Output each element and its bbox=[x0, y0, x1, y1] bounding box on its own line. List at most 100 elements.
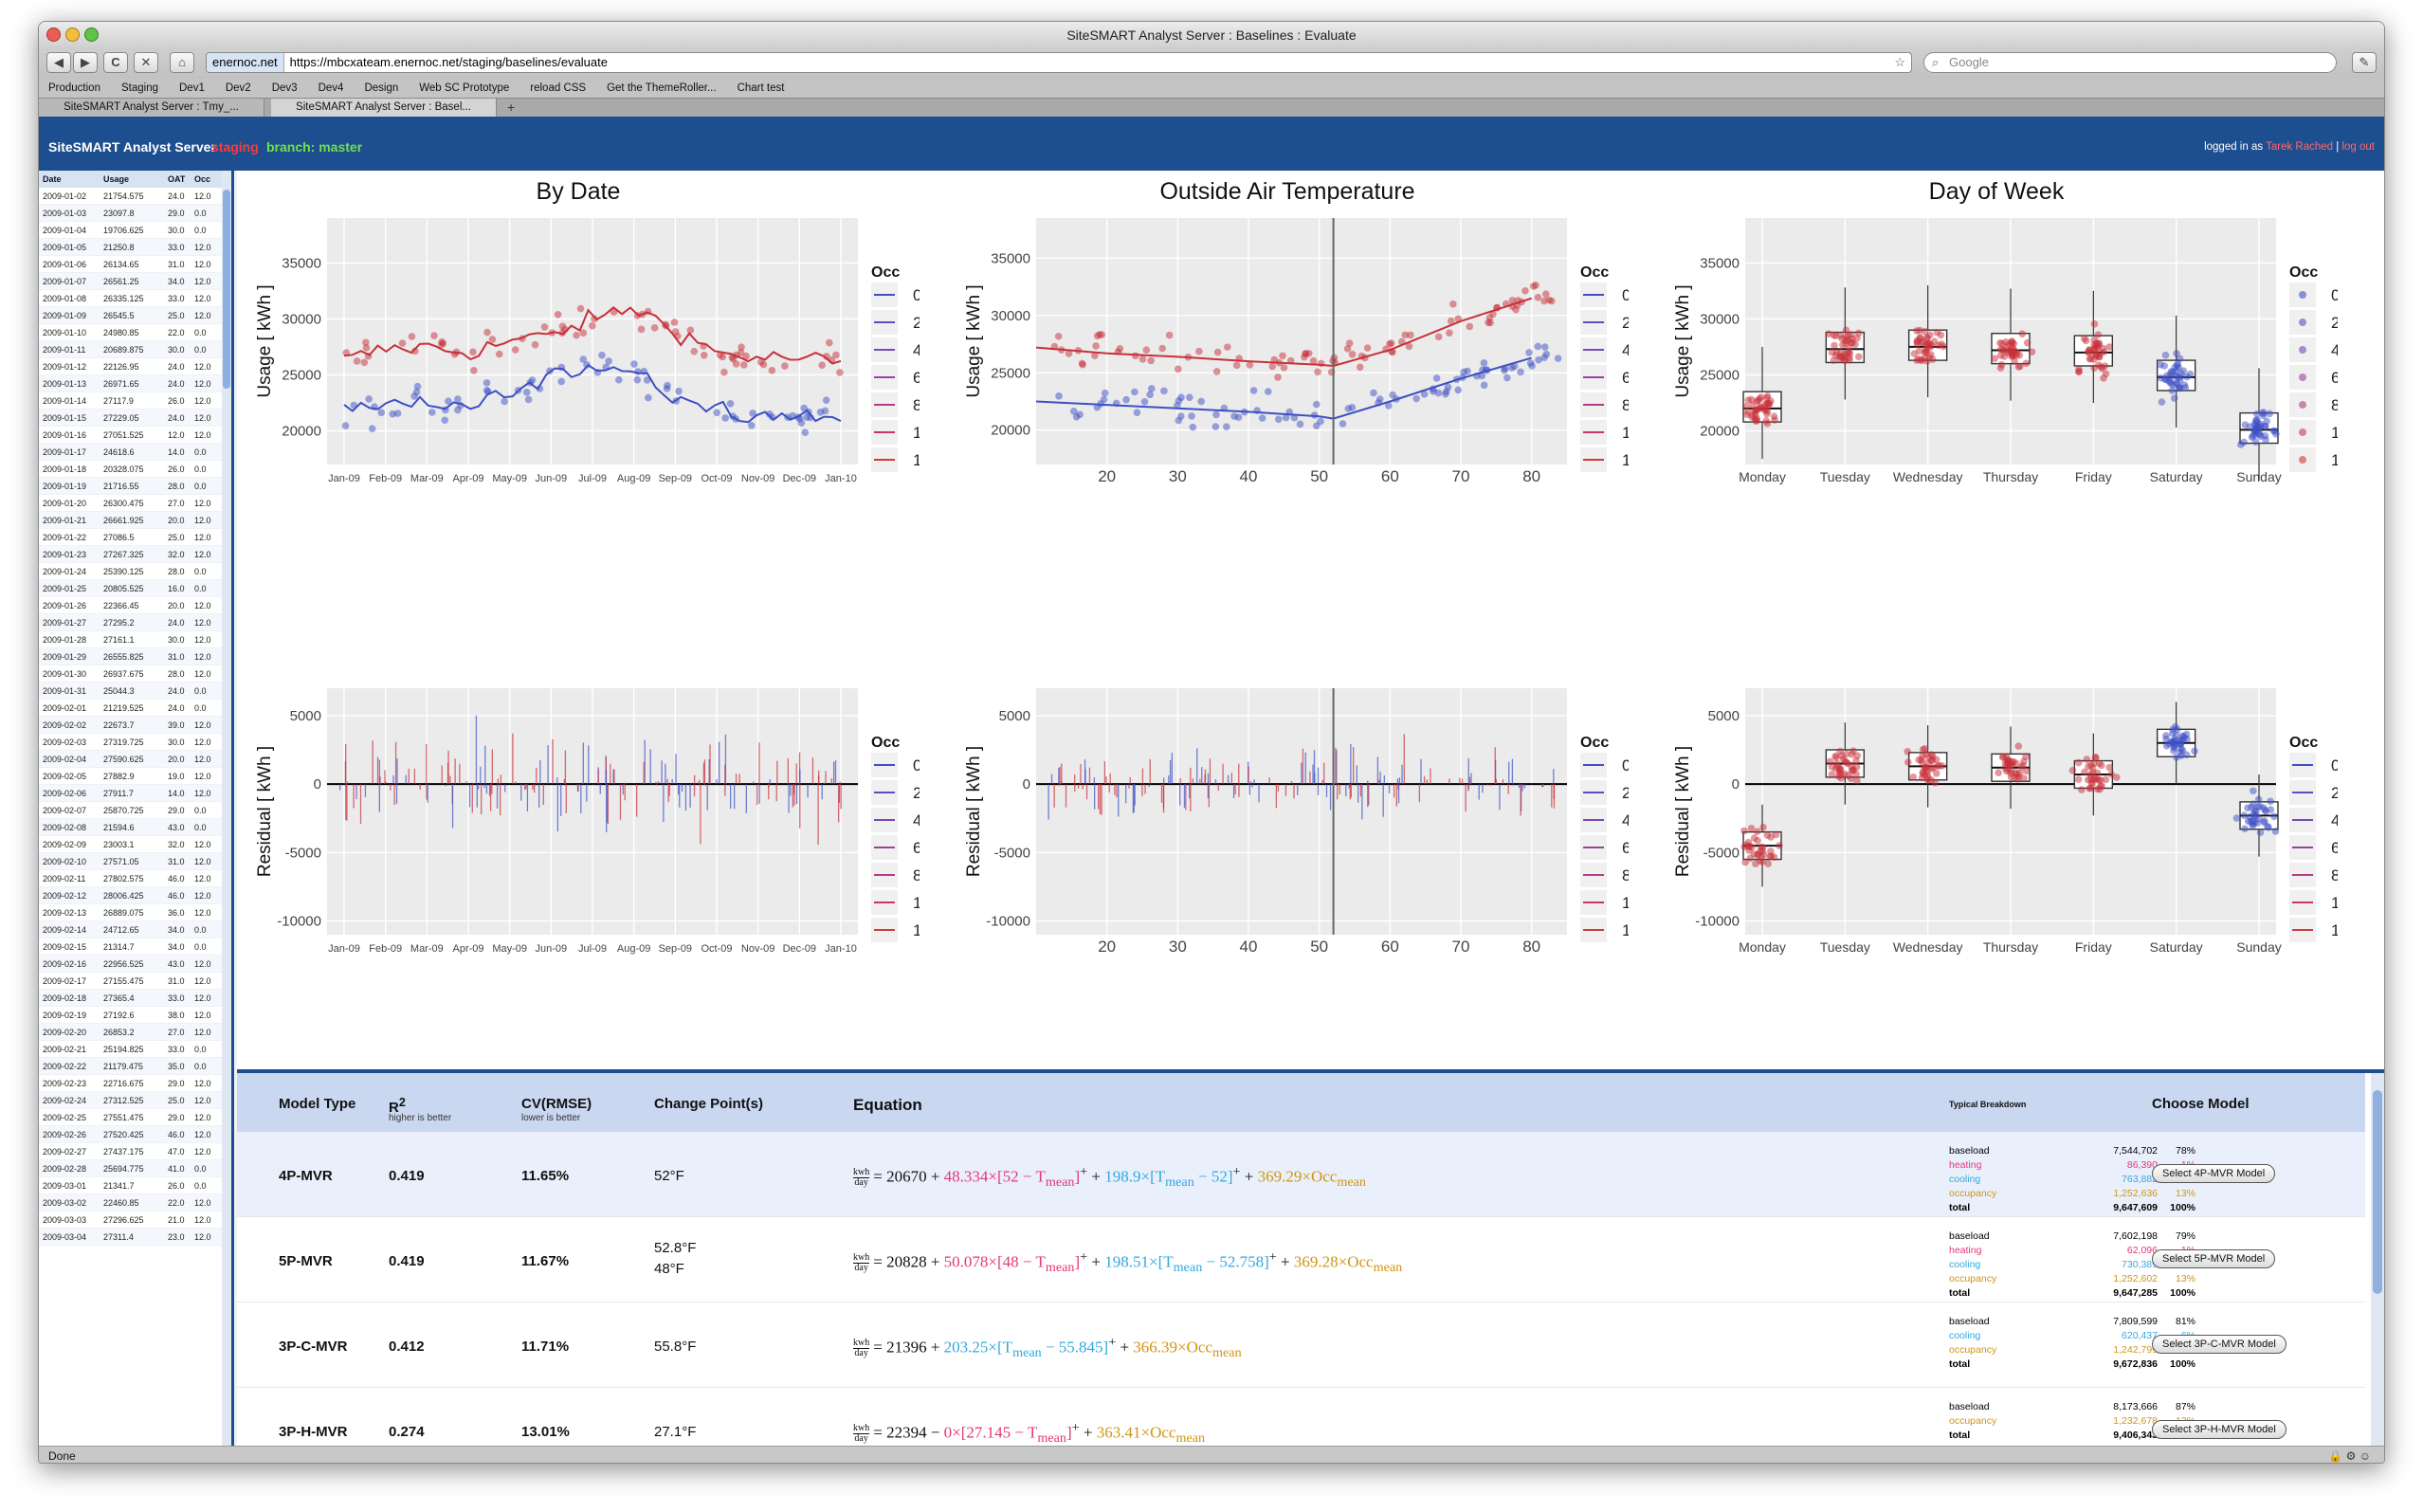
table-row[interactable]: 2009-01-09 26545.5 25.0 12.0 bbox=[39, 307, 225, 324]
table-row[interactable]: 2009-01-02 21754.575 24.0 12.0 bbox=[39, 188, 225, 205]
new-tab-icon[interactable]: + bbox=[507, 100, 516, 115]
table-row[interactable]: 2009-02-13 26889.075 36.0 12.0 bbox=[39, 904, 225, 921]
bookmark-item[interactable]: Production bbox=[48, 82, 100, 94]
table-row[interactable]: 2009-03-04 27311.4 23.0 12.0 bbox=[39, 1229, 225, 1246]
stop-button[interactable]: ✕ bbox=[134, 52, 158, 73]
models-scroll-thumb[interactable] bbox=[2373, 1090, 2382, 1294]
sidebar-scrollbar[interactable] bbox=[222, 171, 231, 1446]
table-row[interactable]: 2009-02-06 27911.7 14.0 12.0 bbox=[39, 785, 225, 802]
pane-splitter[interactable] bbox=[237, 1069, 2384, 1073]
table-row[interactable]: 2009-02-28 25694.775 41.0 0.0 bbox=[39, 1160, 225, 1177]
table-row[interactable]: 2009-02-16 22956.525 43.0 12.0 bbox=[39, 956, 225, 973]
reload-button[interactable]: C bbox=[103, 52, 128, 73]
col-occ[interactable]: Occ bbox=[194, 174, 211, 184]
table-row[interactable]: 2009-02-24 27312.525 25.0 12.0 bbox=[39, 1092, 225, 1109]
table-row[interactable]: 2009-02-11 27802.575 46.0 12.0 bbox=[39, 870, 225, 887]
table-row[interactable]: 2009-01-23 27267.325 32.0 12.0 bbox=[39, 546, 225, 563]
bookmark-item[interactable]: Dev3 bbox=[271, 82, 298, 94]
table-row[interactable]: 2009-03-02 22460.85 22.0 12.0 bbox=[39, 1194, 225, 1211]
table-row[interactable]: 2009-02-27 27437.175 47.0 12.0 bbox=[39, 1143, 225, 1160]
bookmark-item[interactable]: Get the ThemeRoller... bbox=[607, 82, 717, 94]
table-row[interactable]: 2009-01-17 24618.6 14.0 0.0 bbox=[39, 444, 225, 461]
model-row[interactable]: 3P-H-MVR 0.274 13.01% 27.1°F kwh day = 22394 −… bbox=[237, 1388, 2365, 1446]
bookmark-item[interactable]: Web SC Prototype bbox=[419, 82, 510, 94]
table-row[interactable]: 2009-02-10 27571.05 31.0 12.0 bbox=[39, 853, 225, 870]
table-row[interactable]: 2009-01-06 26134.65 31.0 12.0 bbox=[39, 256, 225, 273]
model-row[interactable]: 3P-C-MVR 0.412 11.71% 55.8°F kwh day = 21396 +… bbox=[237, 1303, 2365, 1388]
table-row[interactable]: 2009-01-24 25390.125 28.0 0.0 bbox=[39, 563, 225, 580]
table-row[interactable]: 2009-02-22 21179.475 35.0 0.0 bbox=[39, 1058, 225, 1075]
home-button[interactable]: ⌂ bbox=[170, 52, 194, 73]
table-row[interactable]: 2009-02-19 27192.6 38.0 12.0 bbox=[39, 1007, 225, 1024]
table-row[interactable]: 2009-01-22 27086.5 25.0 12.0 bbox=[39, 529, 225, 546]
models-scrollbar[interactable] bbox=[2371, 1073, 2384, 1446]
table-row[interactable]: 2009-02-14 24712.65 34.0 0.0 bbox=[39, 921, 225, 938]
table-row[interactable]: 2009-02-26 27520.425 46.0 12.0 bbox=[39, 1126, 225, 1143]
col-date[interactable]: Date bbox=[43, 174, 62, 184]
select-model-button[interactable]: Select 4P-MVR Model bbox=[2152, 1164, 2276, 1183]
table-row[interactable]: 2009-01-08 26335.125 33.0 12.0 bbox=[39, 290, 225, 307]
bookmark-item[interactable]: Chart test bbox=[737, 82, 785, 94]
table-row[interactable]: 2009-02-04 27590.625 20.0 12.0 bbox=[39, 751, 225, 768]
table-row[interactable]: 2009-02-23 22716.675 29.0 12.0 bbox=[39, 1075, 225, 1092]
table-row[interactable]: 2009-01-10 24980.85 22.0 0.0 bbox=[39, 324, 225, 341]
table-row[interactable]: 2009-01-25 20805.525 16.0 0.0 bbox=[39, 580, 225, 597]
close-window-icon[interactable] bbox=[46, 27, 61, 42]
bookmark-item[interactable]: Dev2 bbox=[225, 82, 251, 94]
select-model-button[interactable]: Select 3P-C-MVR Model bbox=[2152, 1335, 2286, 1354]
table-row[interactable]: 2009-01-20 26300.475 27.0 12.0 bbox=[39, 495, 225, 512]
table-row[interactable]: 2009-02-15 21314.7 34.0 0.0 bbox=[39, 938, 225, 956]
table-row[interactable]: 2009-02-21 25194.825 33.0 0.0 bbox=[39, 1041, 225, 1058]
table-row[interactable]: 2009-01-13 26971.65 24.0 12.0 bbox=[39, 375, 225, 392]
bookmark-item[interactable]: Dev1 bbox=[179, 82, 205, 94]
bookmark-item[interactable]: reload CSS bbox=[530, 82, 587, 94]
logout-link[interactable]: log out bbox=[2341, 141, 2375, 153]
table-row[interactable]: 2009-01-29 26555.825 31.0 12.0 bbox=[39, 648, 225, 665]
table-row[interactable]: 2009-02-25 27551.475 29.0 12.0 bbox=[39, 1109, 225, 1126]
user-link[interactable]: Tarek Rached bbox=[2266, 141, 2334, 153]
table-row[interactable]: 2009-01-11 20689.875 30.0 0.0 bbox=[39, 341, 225, 358]
table-row[interactable]: 2009-01-04 19706.625 30.0 0.0 bbox=[39, 222, 225, 239]
table-row[interactable]: 2009-01-21 26661.925 20.0 12.0 bbox=[39, 512, 225, 529]
bookmark-star-icon[interactable]: ☆ bbox=[1894, 55, 1905, 69]
table-row[interactable]: 2009-01-31 25044.3 24.0 0.0 bbox=[39, 683, 225, 700]
col-usage[interactable]: Usage bbox=[103, 174, 130, 184]
table-row[interactable]: 2009-01-27 27295.2 24.0 12.0 bbox=[39, 614, 225, 631]
table-row[interactable]: 2009-01-30 26937.675 28.0 12.0 bbox=[39, 665, 225, 683]
model-row[interactable]: 5P-MVR 0.419 11.67% 52.8°F 48°F kwh day = 20828… bbox=[237, 1217, 2365, 1303]
table-row[interactable]: 2009-02-20 26853.2 27.0 12.0 bbox=[39, 1024, 225, 1041]
url-field[interactable]: enernoc.net https://mbcxateam.enernoc.net… bbox=[206, 52, 1912, 73]
zoom-window-icon[interactable] bbox=[84, 27, 99, 42]
table-row[interactable]: 2009-01-16 27051.525 12.0 12.0 bbox=[39, 427, 225, 444]
select-model-button[interactable]: Select 5P-MVR Model bbox=[2152, 1249, 2276, 1268]
table-row[interactable]: 2009-02-05 27882.9 19.0 12.0 bbox=[39, 768, 225, 785]
tab-tmy[interactable]: SiteSMART Analyst Server : Tmy_... bbox=[39, 99, 264, 117]
table-row[interactable]: 2009-02-18 27365.4 33.0 12.0 bbox=[39, 990, 225, 1007]
table-row[interactable]: 2009-02-17 27155.475 31.0 12.0 bbox=[39, 973, 225, 990]
forward-button[interactable]: ▶ bbox=[73, 52, 98, 73]
tab-baselines[interactable]: SiteSMART Analyst Server : Basel... bbox=[271, 99, 497, 117]
table-row[interactable]: 2009-02-03 27319.725 30.0 12.0 bbox=[39, 734, 225, 751]
page-menu-button[interactable]: ✎ bbox=[2352, 52, 2377, 73]
table-row[interactable]: 2009-03-01 21341.7 26.0 0.0 bbox=[39, 1177, 225, 1194]
sidebar-scroll-thumb[interactable] bbox=[223, 190, 230, 389]
bookmark-item[interactable]: Staging bbox=[120, 82, 158, 94]
table-row[interactable]: 2009-01-07 26561.25 34.0 12.0 bbox=[39, 273, 225, 290]
table-row[interactable]: 2009-01-03 23097.8 29.0 0.0 bbox=[39, 205, 225, 222]
table-row[interactable]: 2009-01-15 27229.05 24.0 12.0 bbox=[39, 410, 225, 427]
table-row[interactable]: 2009-01-18 20328.075 26.0 0.0 bbox=[39, 461, 225, 478]
table-row[interactable]: 2009-01-19 21716.55 28.0 0.0 bbox=[39, 478, 225, 495]
table-row[interactable]: 2009-02-09 23003.1 32.0 12.0 bbox=[39, 836, 225, 853]
col-oat[interactable]: OAT bbox=[168, 174, 186, 184]
table-row[interactable]: 2009-02-02 22673.7 39.0 12.0 bbox=[39, 717, 225, 734]
select-model-button[interactable]: Select 3P-H-MVR Model bbox=[2152, 1420, 2286, 1439]
table-row[interactable]: 2009-01-28 27161.1 30.0 12.0 bbox=[39, 631, 225, 648]
search-field[interactable]: ⌕ Google bbox=[1923, 52, 2337, 73]
bookmark-item[interactable]: Design bbox=[364, 82, 399, 94]
table-row[interactable]: 2009-03-03 27296.625 21.0 12.0 bbox=[39, 1211, 225, 1229]
table-row[interactable]: 2009-02-08 21594.6 43.0 0.0 bbox=[39, 819, 225, 836]
table-row[interactable]: 2009-02-01 21219.525 24.0 0.0 bbox=[39, 700, 225, 717]
table-row[interactable]: 2009-02-12 28006.425 46.0 12.0 bbox=[39, 887, 225, 904]
table-row[interactable]: 2009-02-07 25870.725 29.0 0.0 bbox=[39, 802, 225, 819]
table-row[interactable]: 2009-01-12 22126.95 24.0 12.0 bbox=[39, 358, 225, 375]
